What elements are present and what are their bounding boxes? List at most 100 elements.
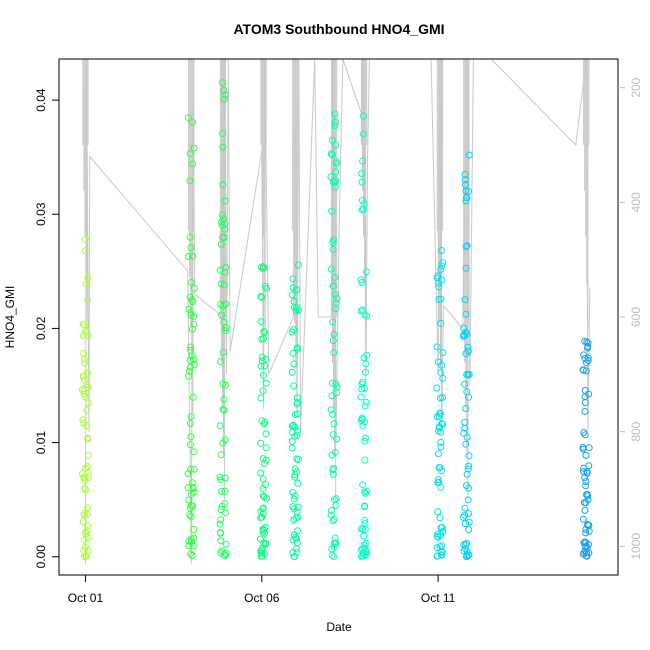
plot-frame [58,58,619,576]
data-point [257,548,265,556]
y2-tick-label: 1000 [629,533,643,560]
data-point [79,416,87,424]
data-point [80,553,88,561]
data-point [220,395,228,403]
data-point [462,405,470,412]
data-point [433,544,441,552]
data-point [82,464,89,472]
x-tick-label: Oct 01 [68,591,104,605]
data-point [332,158,340,166]
data-point [358,170,366,177]
data-point [330,539,338,547]
data-point [187,278,195,286]
data-point [218,311,225,319]
data-point [288,368,296,376]
data-point [332,305,340,312]
data-point [437,443,445,451]
data-point [257,514,265,522]
data-point [184,470,192,478]
data-point [580,429,588,436]
data-point [219,380,227,388]
data-point [463,470,471,478]
data-point [329,466,337,474]
data-point [290,303,298,311]
data-point [465,393,473,401]
data-point [262,430,270,438]
data-point [186,511,194,519]
data-point [216,520,224,528]
x-tick-label: Oct 11 [421,591,456,605]
data-point [332,291,339,299]
data-point [579,366,587,374]
data-point [291,432,299,440]
data-point [332,176,340,184]
data-point [290,326,298,334]
data-point [332,183,339,191]
data-point [258,552,266,560]
data-point [461,424,469,432]
data-point [433,343,441,351]
data-point [257,439,265,447]
y-tick-label: 0.04 [34,88,48,112]
data-point [291,465,299,473]
data-point [186,420,194,427]
data-point [439,259,447,267]
data-point [82,530,90,538]
data-point [462,243,470,251]
data-point [437,531,445,539]
data-point [329,431,337,439]
data-point [220,281,228,289]
data-point [220,406,228,414]
data-point [217,451,225,459]
data-point [462,264,470,272]
data-point [333,295,341,302]
data-point [217,516,225,524]
data-point [187,513,195,521]
data-point [583,543,591,550]
data-point [83,422,91,430]
data-point [436,464,444,472]
data-point [83,521,91,529]
data-point [259,387,267,395]
data-point [259,492,267,500]
data-point [258,353,266,361]
data-point [187,441,194,449]
data-point [293,410,301,418]
data-point [332,495,340,503]
data-point [363,268,370,276]
data-point [581,393,589,401]
data-point [331,122,339,130]
data-point [361,456,369,464]
data-point [582,482,590,490]
data-point [328,507,335,514]
data-point [79,518,87,525]
data-point [437,319,445,327]
data-point [437,483,445,491]
data-point [190,313,198,320]
data-point [289,488,297,496]
data-point [330,349,338,357]
y-tick-label: 0.02 [34,316,48,340]
data-point [189,393,197,401]
data-point [585,462,593,470]
data-point [462,440,470,448]
data-point [464,347,472,355]
data-point [219,405,227,413]
data-point [439,349,447,357]
data-point [83,527,91,535]
data-point [190,465,198,473]
data-point [190,542,198,550]
data-point [435,423,443,431]
data-point [187,343,195,351]
data-point [190,356,197,364]
data-point [584,357,592,364]
data-point [221,197,229,205]
data-point [462,187,470,195]
data-point [293,344,301,352]
data-point [222,540,230,548]
data-point [222,263,230,271]
data-point [81,359,89,367]
x-axis: Oct 01 Oct 06 Oct 11 [68,574,456,605]
data-point [363,351,371,359]
data-point [294,503,302,511]
